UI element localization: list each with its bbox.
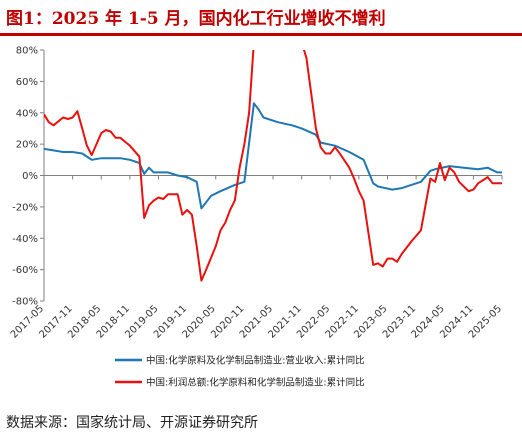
y-tick-label: -40% xyxy=(12,234,38,245)
data-source-note: 数据来源：国家统计局、开源证券研究所 xyxy=(6,415,258,431)
y-tick-label: 40% xyxy=(16,108,38,119)
y-tick-label: -60% xyxy=(12,265,38,276)
line-chart: -80% -60% -40% -20% 0% 20% 40% 60% 80% 2017-0520… xyxy=(9,46,504,389)
x-axis: 2017-052017-112018-052018-112019-052019-… xyxy=(9,175,504,341)
legend-label: 中国:化学原料及化学制品制造业:营业收入:累计同比 xyxy=(146,355,365,367)
y-tick-label: 80% xyxy=(16,46,38,57)
profit-series-line xyxy=(44,50,502,282)
legend: 中国:化学原料及化学制品制造业:营业收入:累计同比中国:利润总额:化学原料和化学… xyxy=(115,355,365,389)
title-rule xyxy=(0,33,522,36)
series-lines xyxy=(44,50,502,282)
revenue-series-line xyxy=(44,102,502,210)
y-tick-label: 60% xyxy=(16,77,38,88)
y-tick-label: 20% xyxy=(16,140,38,151)
legend-label: 中国:利润总额:化学原料和化学制品制造业:累计同比 xyxy=(146,377,365,389)
y-tick-label: -80% xyxy=(12,297,38,308)
y-tick-label: -20% xyxy=(12,202,38,213)
page-title: 图1：2025 年 1-5 月，国内化工行业增收不增利 xyxy=(6,9,386,29)
y-tick-label: 0% xyxy=(22,171,38,182)
y-axis: -80% -60% -40% -20% 0% 20% 40% 60% 80% xyxy=(12,46,45,308)
